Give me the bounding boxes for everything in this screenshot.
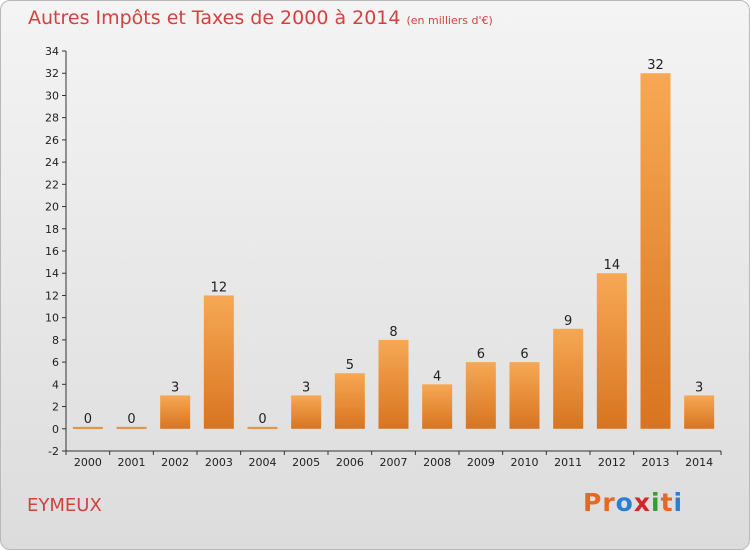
x-tick-label: 2007 — [380, 456, 408, 469]
bar — [465, 362, 496, 429]
data-label: 0 — [84, 412, 92, 427]
chart-unit: (en milliers d'€) — [406, 14, 493, 27]
x-tick-label: 2013 — [642, 456, 670, 469]
data-label: 3 — [302, 380, 310, 395]
y-tick-label: 22 — [45, 178, 59, 191]
data-label: 5 — [346, 358, 354, 373]
x-tick-label: 2008 — [423, 456, 451, 469]
bar — [203, 295, 234, 429]
bar — [640, 73, 671, 429]
bar — [553, 328, 584, 429]
x-tick-label: 2004 — [249, 456, 277, 469]
y-tick-label: 28 — [45, 112, 59, 125]
x-tick-label: 2005 — [292, 456, 320, 469]
x-tick-label: 2001 — [118, 456, 146, 469]
bar — [378, 339, 409, 429]
logo-letter: o — [615, 488, 634, 517]
y-tick-label: 10 — [45, 312, 59, 325]
x-tick-label: 2003 — [205, 456, 233, 469]
y-tick-label: 24 — [45, 156, 59, 169]
x-tick-label: 2009 — [467, 456, 495, 469]
x-tick-label: 2002 — [161, 456, 189, 469]
data-label: 12 — [211, 280, 228, 295]
logo-letter: r — [602, 488, 616, 517]
data-label: 6 — [477, 347, 485, 362]
x-tick-label: 2000 — [74, 456, 102, 469]
data-label: 3 — [171, 380, 179, 395]
y-tick-label: -2 — [48, 445, 59, 458]
y-tick-label: 0 — [52, 423, 59, 436]
y-tick-label: 30 — [45, 89, 59, 102]
data-label: 3 — [695, 380, 703, 395]
data-label: 32 — [647, 58, 664, 73]
bar — [116, 426, 147, 429]
y-tick-label: 18 — [45, 223, 59, 236]
logo-letter: P — [583, 488, 603, 517]
x-tick-label: 2006 — [336, 456, 364, 469]
chart-title: Autres Impôts et Taxes de 2000 à 2014 (en… — [28, 7, 493, 29]
proxiti-logo: Proxiti — [583, 488, 683, 517]
x-tick-label: 2012 — [598, 456, 626, 469]
y-tick-label: 14 — [45, 267, 59, 280]
bar — [247, 426, 278, 429]
bar — [334, 373, 365, 429]
y-tick-label: 32 — [45, 67, 59, 80]
logo-letter: i — [651, 488, 661, 517]
bar — [160, 395, 191, 429]
bar — [596, 273, 627, 429]
data-label: 6 — [520, 347, 528, 362]
data-label: 14 — [604, 258, 621, 273]
chart-title-text: Autres Impôts et Taxes de 2000 à 2014 — [28, 7, 401, 29]
bar — [509, 362, 540, 429]
bar — [291, 395, 322, 429]
y-tick-label: 2 — [52, 401, 59, 414]
y-tick-label: 26 — [45, 134, 59, 147]
y-tick-label: 12 — [45, 289, 59, 302]
x-tick-label: 2011 — [554, 456, 582, 469]
logo-letter: x — [633, 488, 651, 517]
y-tick-label: 34 — [45, 45, 59, 58]
bar — [72, 426, 103, 429]
y-tick-label: 20 — [45, 201, 59, 214]
bar — [684, 395, 715, 429]
logo-letter: i — [673, 488, 684, 517]
data-label: 0 — [127, 412, 135, 427]
bar — [422, 384, 453, 429]
x-tick-label: 2014 — [685, 456, 713, 469]
y-tick-label: 4 — [52, 378, 59, 391]
data-label: 0 — [258, 412, 266, 427]
x-tick-label: 2010 — [511, 456, 539, 469]
y-tick-label: 16 — [45, 245, 59, 258]
data-label: 4 — [433, 369, 441, 384]
y-tick-label: 8 — [52, 334, 59, 347]
logo-letter: t — [660, 488, 674, 517]
y-tick-label: 6 — [52, 356, 59, 369]
commune-name: EYMEUX — [27, 495, 102, 516]
data-label: 9 — [564, 314, 572, 329]
data-label: 8 — [389, 325, 397, 340]
